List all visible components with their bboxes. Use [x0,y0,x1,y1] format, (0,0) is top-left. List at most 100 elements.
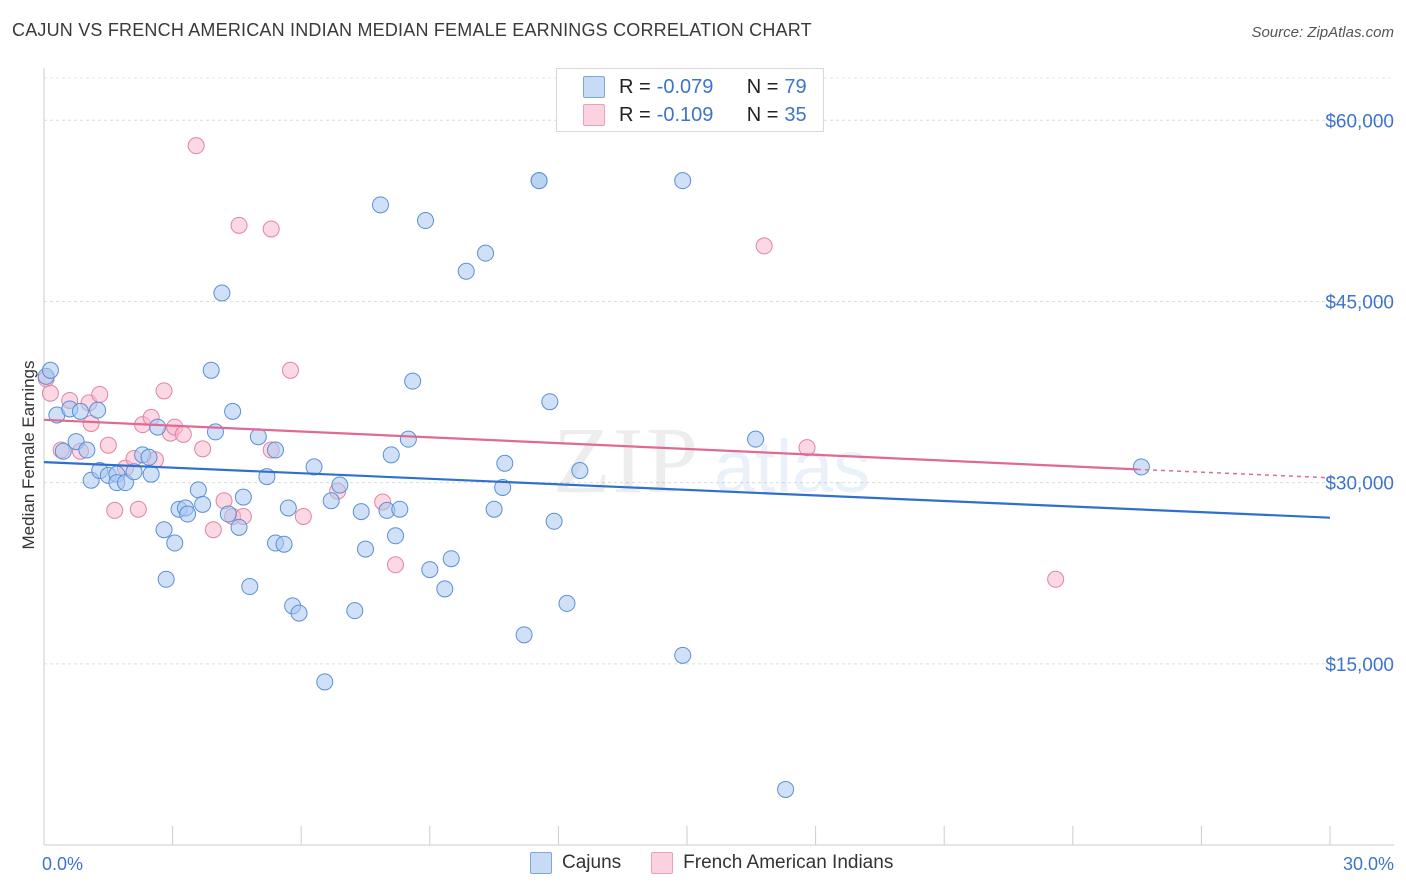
french-american-indians-point [755,237,773,255]
cajuns-point [125,463,143,481]
correlation-legend: R = -0.079 N = 79 R = -0.109 N = 35 [556,68,824,132]
cajuns-point [322,492,340,510]
cajuns-point [417,212,435,230]
y-tick-label: $45,000 [1325,292,1394,313]
cajuns-point [541,393,559,411]
y-tick-labels: $15,000 $30,000 $45,000 $60,000 [1325,111,1394,676]
french-american-indians-point [106,501,124,519]
cajuns-point [558,594,576,612]
cajuns-point [346,602,364,620]
french-american-indians-point [1047,570,1065,588]
legend-item-french-american-indians: French American Indians [651,852,893,874]
cajuns-point [421,561,439,579]
cajuns-point [530,172,548,190]
legend-n-value: 35 [784,103,807,126]
legend-swatch-cajuns [530,852,552,874]
french-american-indians-point [281,361,299,379]
cajuns-point [357,540,374,558]
legend-r-value: -0.109 [656,103,714,126]
cajuns-point [316,673,334,691]
cajuns-point [387,527,405,545]
cajuns-point [213,284,231,302]
french-american-indians-point [174,425,192,443]
legend-swatch-french-american-indians [651,852,674,874]
legend-swatch-french-american-indians [583,104,605,126]
y-tick-label: $15,000 [1325,655,1394,676]
french-american-indians-point [262,220,280,238]
chart-title: CAJUN VS FRENCH AMERICAN INDIAN MEDIAN F… [12,20,812,40]
cajuns-point [41,361,59,379]
cajuns-point [89,401,107,419]
cajuns-point [747,430,765,448]
y-tick-label: $60,000 [1325,111,1394,132]
french-american-indians-point [91,385,109,403]
cajuns-point [249,428,267,446]
french-american-indians-point [387,556,405,574]
cajuns-point [442,550,460,568]
cajuns-point [290,604,308,622]
cajuns-point [399,430,417,448]
french-american-indians-point [230,216,248,234]
legend-item-cajuns: Cajuns [530,852,621,874]
cajuns-point [71,402,89,420]
cajuns-point [485,500,503,518]
cajuns-point [382,446,400,464]
watermark-zip: ZIP [553,409,700,513]
cajuns-point [266,441,284,459]
watermark: ZIP atlas [553,409,870,513]
cajuns-point [157,570,175,588]
trend-line-cajuns [43,461,1331,519]
cajuns-point [436,580,454,598]
cajuns-point [194,495,212,513]
cajuns-point [494,478,512,496]
trend-line-french-american-indians [43,418,1138,471]
cajuns-point [54,442,72,460]
legend-n-label: N = [746,75,779,98]
cajuns-point [189,481,207,499]
french-american-indians-point [41,384,59,402]
legend-r-label: R = [619,103,651,126]
legend-row-cajuns: R = -0.079 N = 79 [583,74,807,100]
cajuns-point [777,780,795,798]
cajuns-point [166,534,184,552]
cajuns-point [78,441,96,459]
legend-r-value: -0.079 [656,75,714,98]
axes [43,68,1394,846]
cajuns-point [1132,458,1150,476]
cajuns-point [545,512,563,530]
legend-swatch-cajuns [583,76,605,98]
french-american-indians-point [204,521,222,539]
y-axis-label: Median Female Earnings [19,361,38,550]
french-american-indians-point [798,439,816,457]
french-american-indians-point [187,137,205,155]
french-american-indians-point [294,507,312,525]
cajuns-point [179,505,197,523]
cajuns-point [674,172,692,190]
series-cajuns [37,172,1150,798]
series-legend: Cajuns French American Indians [530,852,923,874]
cajuns-point [224,402,242,420]
cajuns-point [142,465,160,483]
trend-lines [43,418,1331,519]
cajuns-point [241,578,259,596]
cajuns-point [571,462,589,480]
cajuns-point [305,458,323,476]
cajuns-point [515,626,533,644]
legend-label-cajuns: Cajuns [562,852,622,873]
cajuns-point [230,518,248,536]
cajuns-point [140,448,158,466]
cajuns-point [391,500,409,518]
legend-n-label: N = [746,103,779,126]
cajuns-point [155,521,173,539]
legend-r-label: R = [619,75,651,98]
french-american-indians-point [155,382,173,400]
trend-line-french-american-indians-extension [1137,468,1331,479]
cajuns-point [352,503,370,521]
grid-lines [44,77,1394,665]
cajuns-point [219,505,237,523]
cajuns-point [457,262,475,280]
y-tick-label: $30,000 [1325,474,1394,495]
cajuns-point [149,418,167,436]
cajuns-point [279,499,297,517]
